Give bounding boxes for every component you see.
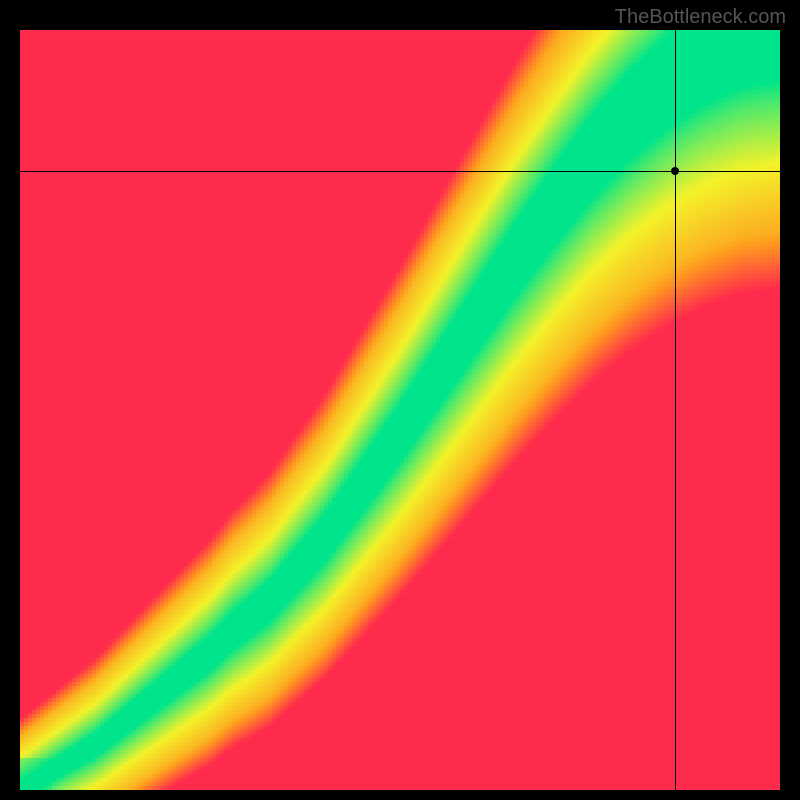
- watermark-text: TheBottleneck.com: [615, 6, 786, 29]
- heatmap-canvas: [20, 30, 780, 790]
- crosshair-horizontal: [20, 171, 780, 172]
- crosshair-vertical: [675, 30, 676, 790]
- chart-container: TheBottleneck.com: [0, 0, 800, 800]
- plot-area: [20, 30, 780, 790]
- crosshair-marker: [671, 167, 679, 175]
